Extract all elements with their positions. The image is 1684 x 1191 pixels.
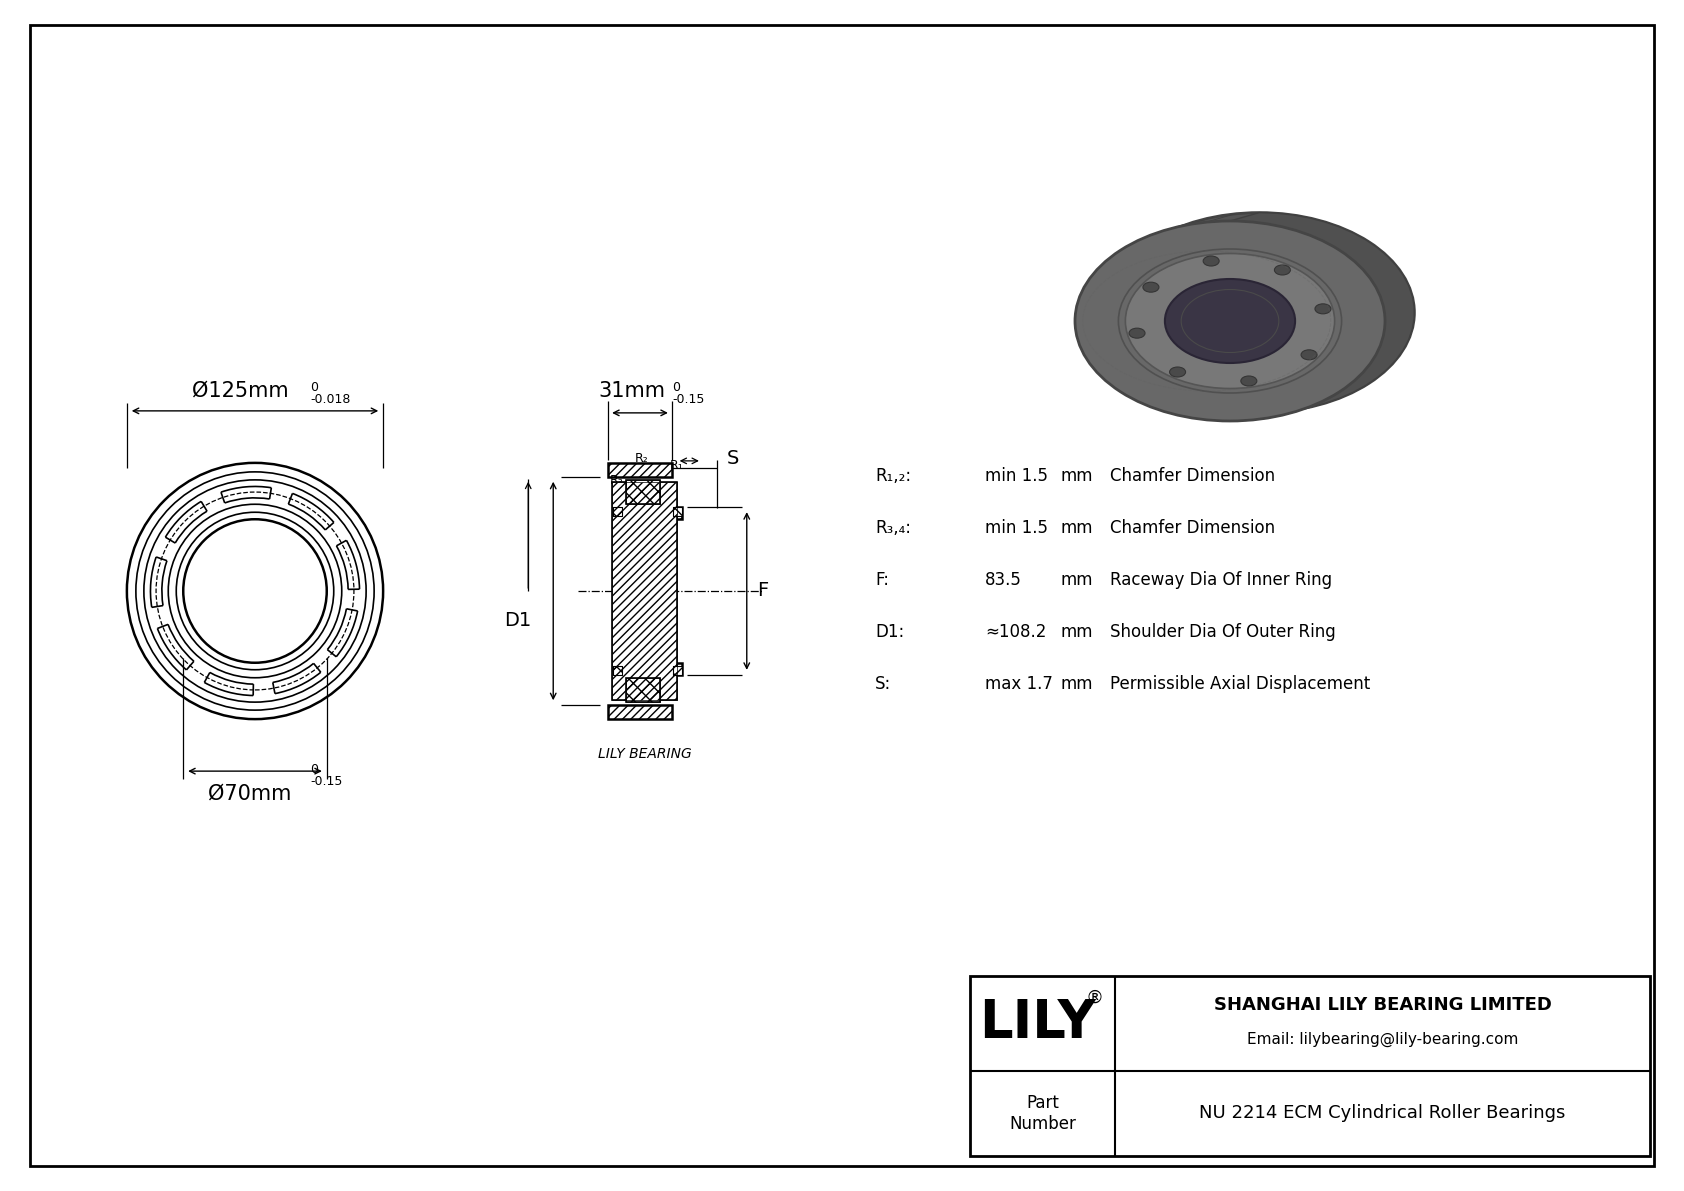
Text: R₁: R₁ (670, 459, 684, 472)
Text: LILY: LILY (978, 998, 1096, 1049)
Ellipse shape (1202, 256, 1219, 266)
Text: R₁,₂:: R₁,₂: (876, 467, 911, 485)
Ellipse shape (1315, 304, 1330, 314)
Text: S:: S: (876, 675, 891, 693)
Text: NU 2214 ECM Cylindrical Roller Bearings: NU 2214 ECM Cylindrical Roller Bearings (1199, 1104, 1566, 1122)
Polygon shape (1229, 213, 1415, 420)
Ellipse shape (1105, 213, 1415, 412)
Text: min 1.5: min 1.5 (985, 519, 1047, 537)
Ellipse shape (1194, 270, 1325, 355)
Text: 0: 0 (310, 763, 318, 777)
Text: mm: mm (1059, 623, 1093, 641)
Text: Ø70mm: Ø70mm (209, 784, 291, 803)
Polygon shape (613, 666, 621, 675)
Text: 0: 0 (310, 381, 318, 394)
Text: Ø125mm: Ø125mm (192, 381, 288, 401)
Text: max 1.7: max 1.7 (985, 675, 1052, 693)
Text: ≈108.2: ≈108.2 (985, 623, 1046, 641)
Text: SHANGHAI LILY BEARING LIMITED: SHANGHAI LILY BEARING LIMITED (1214, 997, 1551, 1015)
Text: Raceway Dia Of Inner Ring: Raceway Dia Of Inner Ring (1110, 570, 1332, 590)
Polygon shape (613, 507, 621, 516)
Text: 0: 0 (672, 381, 680, 394)
Text: R₄: R₄ (613, 510, 626, 523)
Polygon shape (613, 662, 682, 675)
Ellipse shape (1241, 376, 1256, 386)
Polygon shape (674, 666, 682, 675)
Text: -0.018: -0.018 (310, 393, 350, 406)
Text: min 1.5: min 1.5 (985, 467, 1047, 485)
Text: Shoulder Dia Of Outer Ring: Shoulder Dia Of Outer Ring (1110, 623, 1335, 641)
Ellipse shape (1165, 279, 1295, 363)
Text: ®: ® (1086, 989, 1103, 1006)
Polygon shape (613, 507, 682, 519)
Text: R₃: R₃ (610, 474, 625, 487)
Text: -0.15: -0.15 (672, 393, 704, 406)
Text: mm: mm (1059, 519, 1093, 537)
Text: mm: mm (1059, 467, 1093, 485)
Text: LILY BEARING: LILY BEARING (598, 747, 692, 761)
Polygon shape (625, 678, 660, 701)
Text: Email: lilybearing@lily-bearing.com: Email: lilybearing@lily-bearing.com (1246, 1031, 1519, 1047)
Text: S: S (727, 449, 739, 468)
Text: F:: F: (876, 570, 889, 590)
Text: mm: mm (1059, 570, 1093, 590)
Text: R₃,₄:: R₃,₄: (876, 519, 911, 537)
Text: Chamfer Dimension: Chamfer Dimension (1110, 519, 1275, 537)
Ellipse shape (1125, 254, 1335, 388)
Text: Part
Number: Part Number (1009, 1095, 1076, 1133)
Text: 31mm: 31mm (598, 381, 665, 401)
Text: Permissible Axial Displacement: Permissible Axial Displacement (1110, 675, 1371, 693)
Ellipse shape (1170, 367, 1186, 378)
Ellipse shape (1074, 222, 1384, 420)
Text: R₂: R₂ (635, 451, 648, 464)
Polygon shape (608, 463, 672, 476)
Text: D1:: D1: (876, 623, 904, 641)
Ellipse shape (1275, 264, 1290, 275)
Text: D1: D1 (505, 611, 532, 630)
Ellipse shape (1128, 329, 1145, 338)
Text: 83.5: 83.5 (985, 570, 1022, 590)
Text: F: F (756, 581, 768, 600)
Ellipse shape (1143, 282, 1159, 292)
Polygon shape (613, 482, 677, 700)
Polygon shape (608, 705, 672, 719)
Text: -0.15: -0.15 (310, 775, 342, 788)
Text: Chamfer Dimension: Chamfer Dimension (1110, 467, 1275, 485)
Text: mm: mm (1059, 675, 1093, 693)
Polygon shape (625, 480, 660, 504)
Ellipse shape (1302, 350, 1317, 360)
Polygon shape (674, 507, 682, 516)
